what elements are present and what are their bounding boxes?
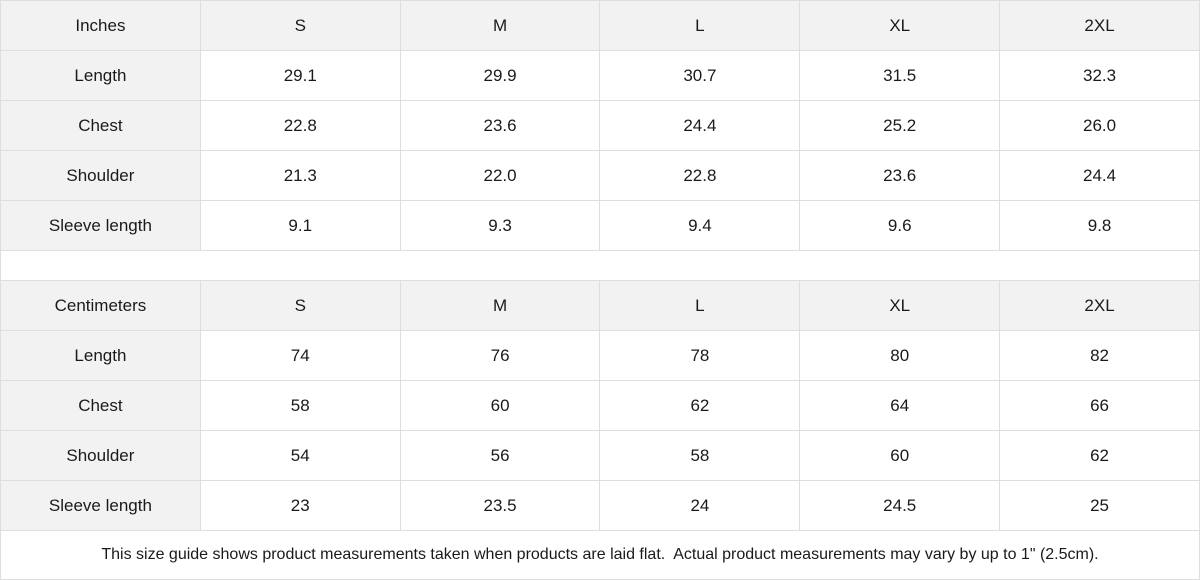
row-label: Length [1,51,201,100]
table-cell: 24.5 [800,481,1001,530]
row-label: Chest [1,101,201,150]
table-cell: 30.7 [600,51,801,100]
table-row: Sleeve length 23 23.5 24 24.5 25 [1,481,1200,531]
column-header: Inches [1,1,201,50]
table-cell: 58 [600,431,801,480]
table-cell: 23.5 [400,481,601,530]
column-header: S [200,1,401,50]
table-cell: 26.0 [1000,101,1200,150]
table-cell: 60 [800,431,1001,480]
table-cell: 62 [600,381,801,430]
column-header: XL [800,1,1001,50]
table-cell: 66 [1000,381,1200,430]
row-label: Length [1,331,201,380]
table-cell: 24.4 [600,101,801,150]
table-cell: 62 [1000,431,1200,480]
row-label: Shoulder [1,431,201,480]
table-cell: 78 [600,331,801,380]
table-row: Chest 58 60 62 64 66 [1,381,1200,431]
table-row: Length 29.1 29.9 30.7 31.5 32.3 [1,51,1200,101]
row-label: Sleeve length [1,481,201,530]
table-cell: 25.2 [800,101,1001,150]
size-guide-note: This size guide shows product measuremen… [1,531,1200,580]
column-header: L [600,281,801,330]
table-cell: 22.8 [200,101,401,150]
table-cell: 21.3 [200,151,401,200]
column-header: S [200,281,401,330]
table-cell: 25 [1000,481,1200,530]
table-cell: 58 [200,381,401,430]
table-cell: 74 [200,331,401,380]
row-label: Shoulder [1,151,201,200]
table-cell: 32.3 [1000,51,1200,100]
table-cell: 24.4 [1000,151,1200,200]
table-cell: 23 [200,481,401,530]
inches-table: Inches S M L XL 2XL Length 29.1 29.9 30.7 31.5 32.3… [1,1,1200,251]
column-header: 2XL [1000,281,1200,330]
table-row: Shoulder 54 56 58 60 62 [1,431,1200,481]
column-header: M [400,281,601,330]
column-header: Centimeters [1,281,201,330]
table-cell: 9.3 [400,201,601,250]
table-cell: 64 [800,381,1001,430]
table-cell: 76 [400,331,601,380]
table-cell: 82 [1000,331,1200,380]
table-row: Shoulder 21.3 22.0 22.8 23.6 24.4 [1,151,1200,201]
table-cell: 9.8 [1000,201,1200,250]
column-header: 2XL [1000,1,1200,50]
table-cell: 31.5 [800,51,1001,100]
table-cell: 29.1 [200,51,401,100]
centimeters-table: Centimeters S M L XL 2XL Length 74 76 78 80 82 Chest… [1,281,1200,531]
table-spacer [1,251,1200,281]
table-cell: 9.4 [600,201,801,250]
row-label: Chest [1,381,201,430]
table-header-row: Inches S M L XL 2XL [1,1,1200,51]
table-cell: 60 [400,381,601,430]
table-cell: 22.8 [600,151,801,200]
table-cell: 54 [200,431,401,480]
column-header: XL [800,281,1001,330]
table-row: Chest 22.8 23.6 24.4 25.2 26.0 [1,101,1200,151]
table-cell: 29.9 [400,51,601,100]
table-cell: 22.0 [400,151,601,200]
row-label: Sleeve length [1,201,201,250]
table-cell: 9.6 [800,201,1001,250]
table-cell: 24 [600,481,801,530]
table-header-row: Centimeters S M L XL 2XL [1,281,1200,331]
table-cell: 23.6 [400,101,601,150]
table-cell: 56 [400,431,601,480]
table-cell: 9.1 [200,201,401,250]
table-cell: 23.6 [800,151,1001,200]
column-header: L [600,1,801,50]
table-row: Length 74 76 78 80 82 [1,331,1200,381]
table-cell: 80 [800,331,1001,380]
column-header: M [400,1,601,50]
table-row: Sleeve length 9.1 9.3 9.4 9.6 9.8 [1,201,1200,251]
